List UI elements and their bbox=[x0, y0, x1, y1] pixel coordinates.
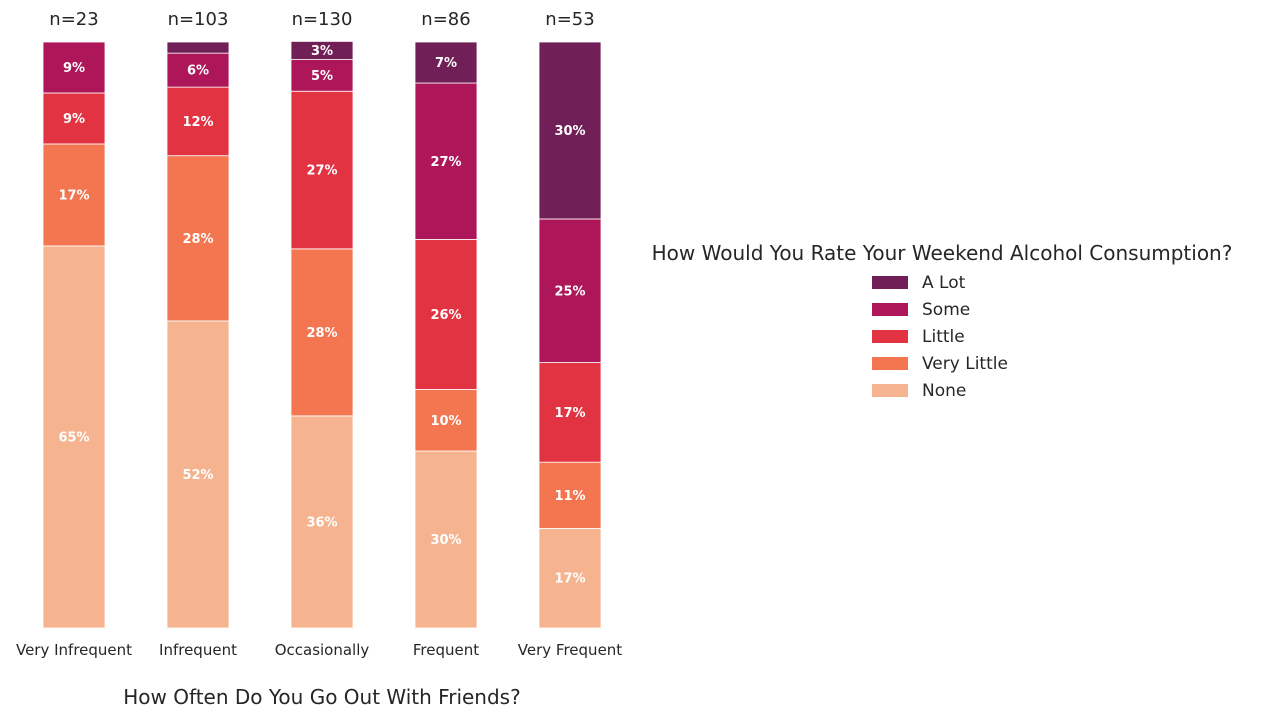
bar-segment bbox=[166, 320, 230, 629]
legend-label: None bbox=[922, 381, 966, 401]
x-tick-label: Very Frequent bbox=[518, 641, 623, 659]
data-label: 27% bbox=[306, 164, 337, 179]
bar-segment bbox=[414, 389, 478, 452]
data-label: 65% bbox=[58, 430, 89, 445]
legend-entry: A Lot bbox=[872, 273, 966, 293]
data-label: 28% bbox=[306, 326, 337, 341]
legend-swatch bbox=[872, 384, 908, 397]
bar-segment bbox=[42, 143, 106, 247]
legend-entry: Little bbox=[872, 327, 965, 347]
data-labels-layer: 65% 17% 9% 9% 52% 28% 12% 6% 36% 28% 27% 5% 3% 30% 10%… bbox=[58, 44, 585, 587]
data-label: 25% bbox=[554, 284, 585, 299]
bar-segment bbox=[538, 461, 602, 529]
count-label: n=53 bbox=[545, 9, 594, 30]
legend-label: Little bbox=[922, 327, 965, 347]
data-label: 9% bbox=[63, 61, 85, 76]
data-label: 9% bbox=[63, 112, 85, 127]
bar-segment bbox=[538, 218, 602, 363]
data-label: 6% bbox=[187, 64, 209, 79]
legend-label: Some bbox=[922, 300, 970, 320]
data-label: 10% bbox=[430, 414, 461, 429]
legend-label: Very Little bbox=[922, 354, 1008, 374]
legend-swatch bbox=[872, 303, 908, 316]
data-label: 52% bbox=[182, 468, 213, 483]
data-label: 12% bbox=[182, 115, 213, 130]
bars-layer bbox=[42, 41, 602, 629]
bar-segment bbox=[414, 82, 478, 240]
bar-segment bbox=[290, 41, 354, 60]
data-label: 26% bbox=[430, 308, 461, 323]
bar-segment bbox=[414, 450, 478, 629]
legend-entry: Some bbox=[872, 300, 970, 320]
data-label: 7% bbox=[435, 56, 457, 71]
count-label: n=23 bbox=[49, 9, 98, 30]
data-label: 3% bbox=[311, 44, 333, 59]
bar-segment bbox=[166, 52, 230, 88]
legend-swatch bbox=[872, 357, 908, 370]
bar-segment bbox=[538, 41, 602, 220]
legend-swatch bbox=[872, 276, 908, 289]
bar-segment bbox=[290, 59, 354, 92]
x-axis-label: How Often Do You Go Out With Friends? bbox=[123, 685, 520, 709]
legend: How Would You Rate Your Weekend Alcohol … bbox=[652, 241, 1233, 401]
count-label: n=103 bbox=[168, 9, 229, 30]
bar-segment bbox=[414, 41, 478, 84]
x-tick-label: Very Infrequent bbox=[16, 641, 132, 659]
legend-swatch bbox=[872, 330, 908, 343]
data-label: 27% bbox=[430, 155, 461, 170]
bar-segment bbox=[166, 155, 230, 322]
legend-entries: A Lot Some Little Very Little None bbox=[872, 273, 1008, 401]
data-label: 30% bbox=[430, 533, 461, 548]
x-tick-label: Occasionally bbox=[275, 641, 370, 659]
bar-segment bbox=[414, 239, 478, 390]
count-label: n=130 bbox=[292, 9, 353, 30]
bar-segment bbox=[290, 415, 354, 629]
legend-label: A Lot bbox=[922, 273, 966, 293]
data-label: 5% bbox=[311, 69, 333, 84]
data-label: 17% bbox=[554, 406, 585, 421]
bar-segment bbox=[42, 245, 106, 629]
x-tick-labels: Very Infrequent Infrequent Occasionally Fre… bbox=[16, 641, 622, 659]
count-labels: n=23 n=103 n=130 n=86 n=53 bbox=[49, 9, 594, 30]
bar-segment bbox=[538, 362, 602, 463]
legend-title: How Would You Rate Your Weekend Alcohol … bbox=[652, 241, 1233, 265]
bar-segment bbox=[166, 86, 230, 157]
data-label: 17% bbox=[554, 572, 585, 587]
legend-entry: Very Little bbox=[872, 354, 1008, 374]
bar-segment bbox=[290, 90, 354, 250]
bar-segment bbox=[290, 248, 354, 417]
data-label: 28% bbox=[182, 232, 213, 247]
data-label: 17% bbox=[58, 188, 89, 203]
bar-segment bbox=[166, 41, 230, 54]
count-label: n=86 bbox=[421, 9, 470, 30]
data-label: 11% bbox=[554, 489, 585, 504]
x-tick-label: Infrequent bbox=[159, 641, 237, 659]
data-label: 30% bbox=[554, 124, 585, 139]
data-label: 36% bbox=[306, 515, 337, 530]
bar-segment bbox=[538, 527, 602, 629]
x-tick-label: Frequent bbox=[413, 641, 479, 659]
bar-segment bbox=[42, 41, 106, 94]
legend-entry: None bbox=[872, 381, 966, 401]
